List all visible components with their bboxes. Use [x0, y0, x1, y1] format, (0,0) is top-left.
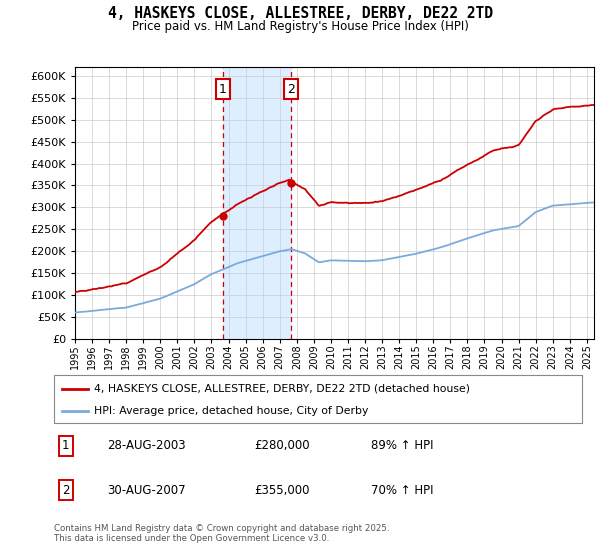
Text: 1: 1: [62, 440, 70, 452]
Text: 89% ↑ HPI: 89% ↑ HPI: [371, 440, 433, 452]
Bar: [223, 67, 291, 339]
Text: 4, HASKEYS CLOSE, ALLESTREE, DERBY, DE22 2TD (detached house): 4, HASKEYS CLOSE, ALLESTREE, DERBY, DE22…: [94, 384, 470, 394]
Text: 30-AUG-2007: 30-AUG-2007: [107, 484, 185, 497]
Text: 4, HASKEYS CLOSE, ALLESTREE, DERBY, DE22 2TD: 4, HASKEYS CLOSE, ALLESTREE, DERBY, DE22…: [107, 6, 493, 21]
Text: Contains HM Land Registry data © Crown copyright and database right 2025.: Contains HM Land Registry data © Crown c…: [54, 524, 389, 533]
Text: 1: 1: [218, 83, 227, 96]
Text: £280,000: £280,000: [254, 440, 310, 452]
Text: Price paid vs. HM Land Registry's House Price Index (HPI): Price paid vs. HM Land Registry's House …: [131, 20, 469, 32]
Text: 70% ↑ HPI: 70% ↑ HPI: [371, 484, 433, 497]
Text: £355,000: £355,000: [254, 484, 310, 497]
Text: 2: 2: [62, 484, 70, 497]
Text: HPI: Average price, detached house, City of Derby: HPI: Average price, detached house, City…: [94, 406, 368, 416]
Text: This data is licensed under the Open Government Licence v3.0.: This data is licensed under the Open Gov…: [54, 534, 329, 543]
FancyBboxPatch shape: [54, 375, 582, 423]
Text: 28-AUG-2003: 28-AUG-2003: [107, 440, 185, 452]
Text: 2: 2: [287, 83, 295, 96]
